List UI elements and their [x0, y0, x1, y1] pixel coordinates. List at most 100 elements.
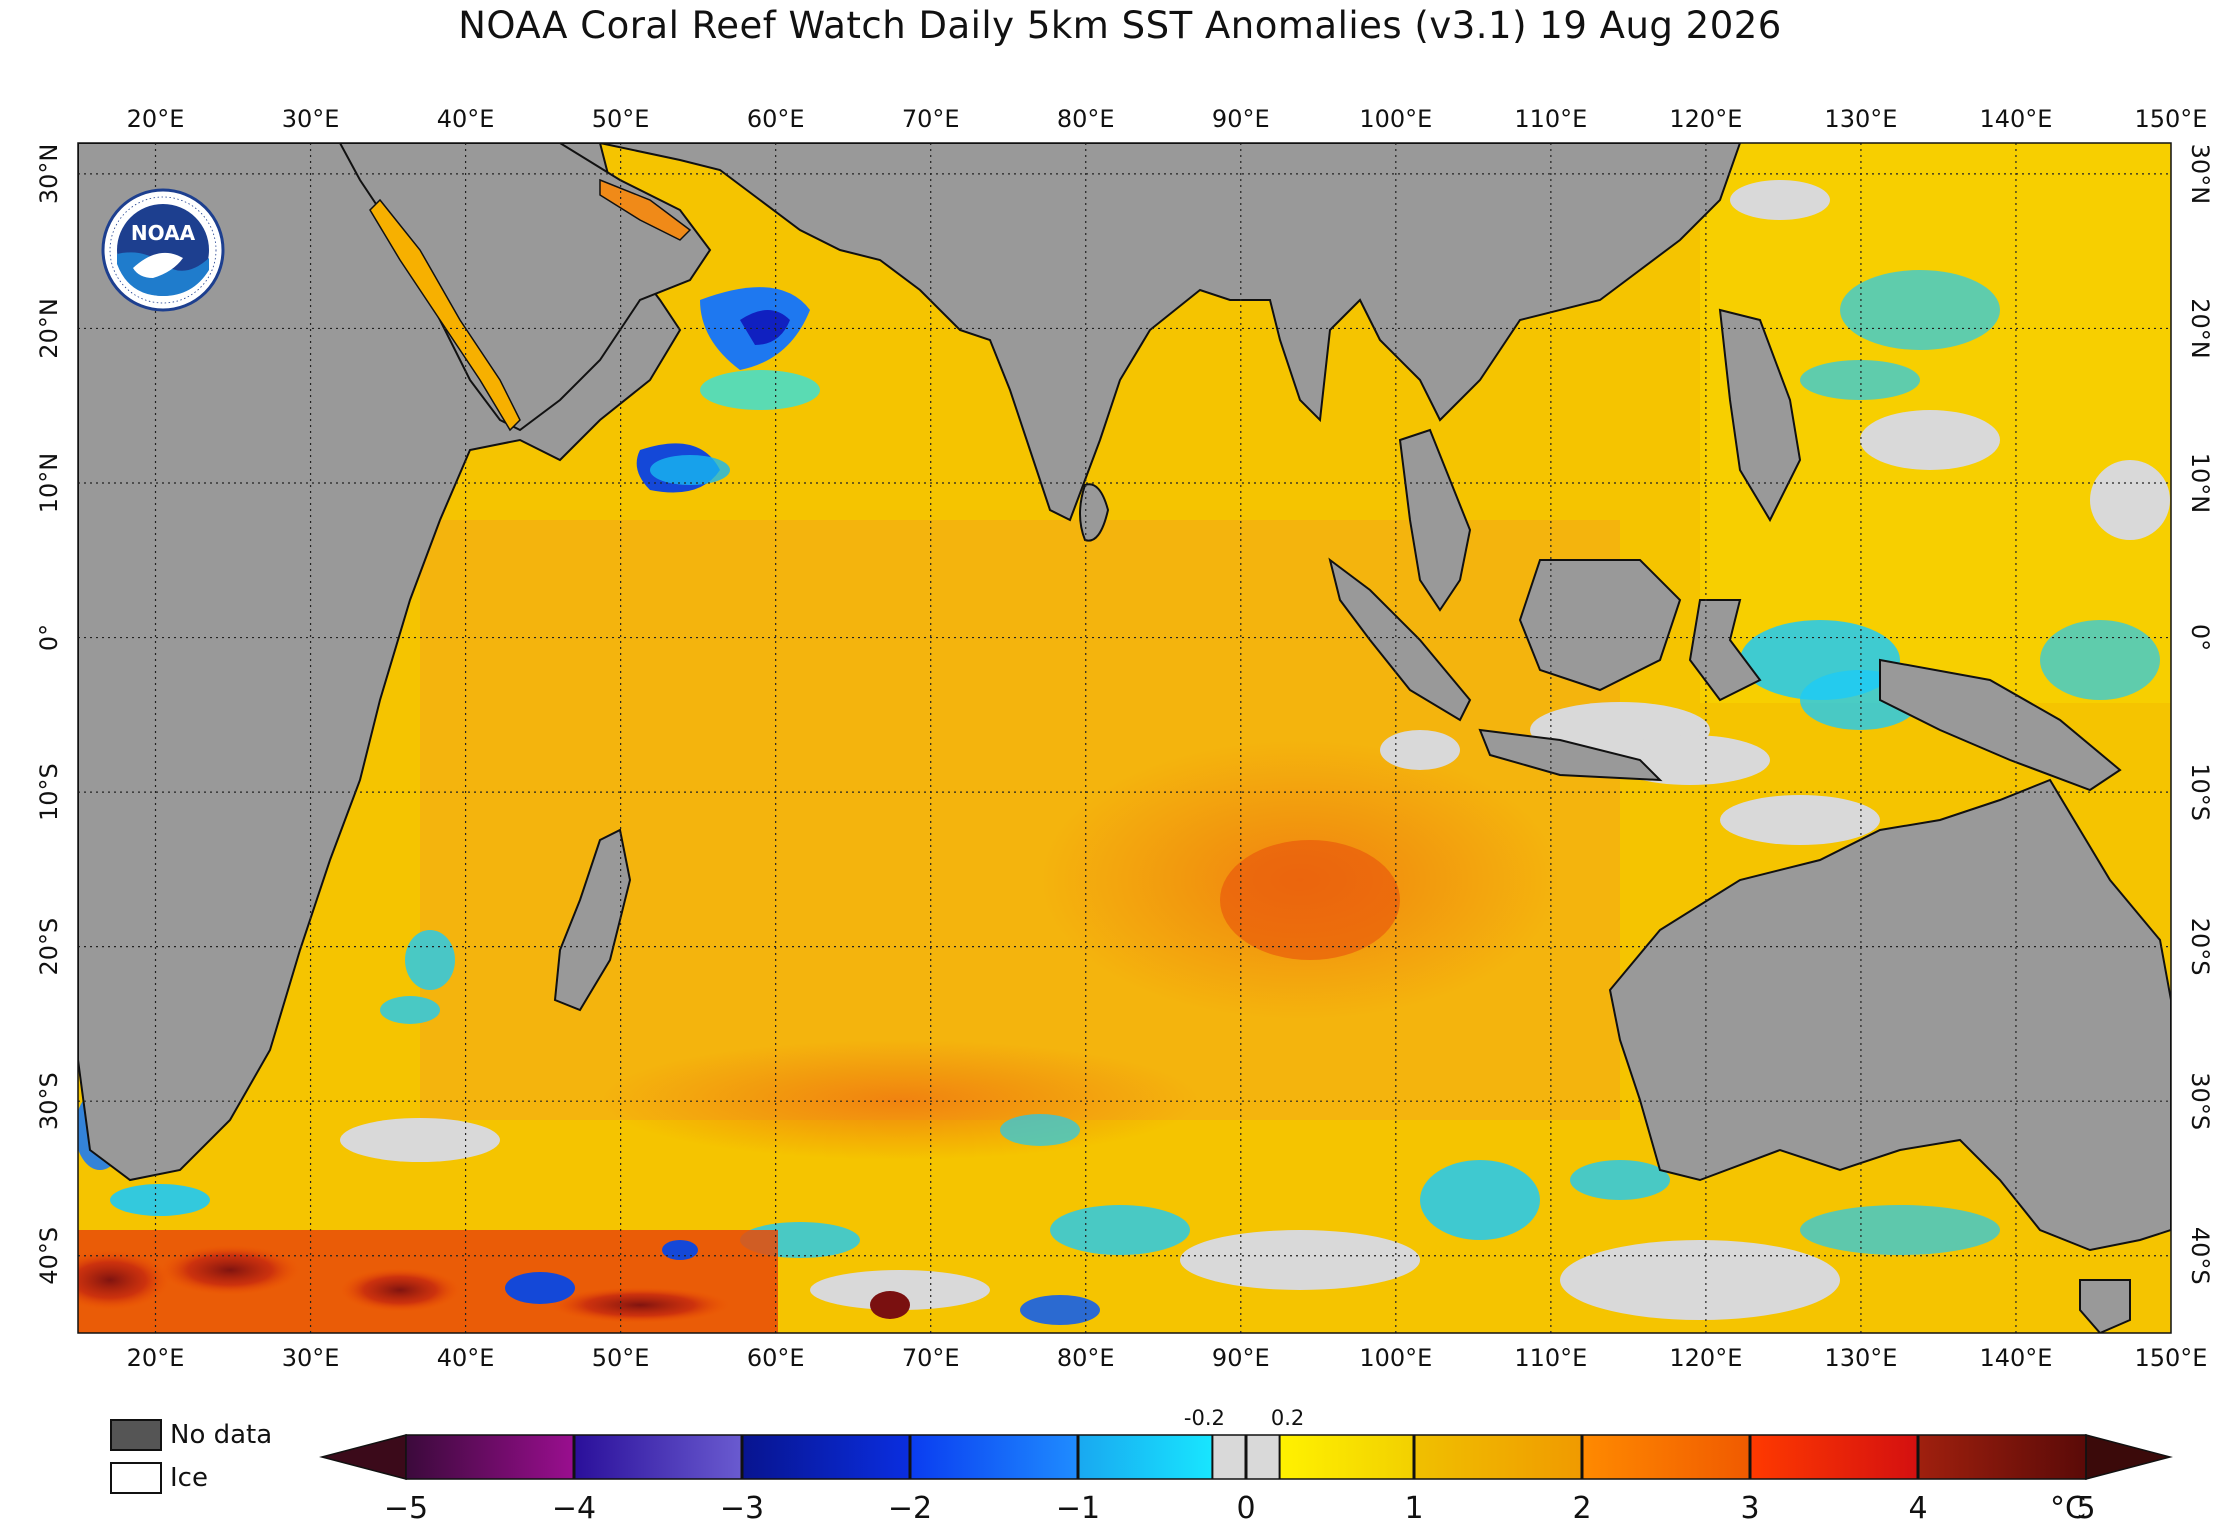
lat-label-right: 10°N	[2186, 453, 2214, 514]
lon-label-top: 90°E	[1212, 105, 1270, 133]
colorbar-tick-label: 0	[1236, 1491, 1255, 1526]
colorbar-high-extend	[2085, 1434, 2173, 1480]
lon-label-top: 120°E	[1669, 105, 1742, 133]
lat-label-right: 20°N	[2186, 298, 2214, 359]
colorbar-tick-label: 2	[1572, 1491, 1591, 1526]
colorbar-tick-label: −4	[552, 1491, 596, 1526]
colorbar-segment	[406, 1435, 574, 1479]
colorbar-tick-label: −5	[384, 1491, 428, 1526]
lon-labels-top: 20°E 30°E 40°E 50°E 60°E 70°E 80°E 90°E 100°E 110…	[127, 105, 2208, 133]
graticule	[78, 143, 2171, 1333]
no-data-swatch	[110, 1419, 162, 1451]
lat-label-left: 10°S	[35, 763, 63, 821]
colorbar: −5 −4 −3 −2 −1 0 1 2 3 4 5 -0.2 0.2 °C	[319, 1406, 2173, 1526]
lon-label-top: 80°E	[1057, 105, 1115, 133]
lon-label-bottom: 60°E	[747, 1344, 805, 1372]
colorbar-segment	[1414, 1435, 1582, 1479]
lon-label-bottom: 130°E	[1824, 1344, 1897, 1372]
australia	[1608, 778, 2171, 1252]
colorbar-small-label: -0.2	[1184, 1406, 1225, 1430]
colorbar-tick-label: −2	[888, 1491, 932, 1526]
colorbar-segments	[406, 1435, 2086, 1479]
lon-label-top: 30°E	[282, 105, 340, 133]
lat-label-right: 30°N	[2186, 144, 2214, 205]
lat-label-left: 10°N	[35, 453, 63, 514]
tasmania	[2079, 1279, 2131, 1333]
colorbar-tick-label: −1	[1056, 1491, 1100, 1526]
colorbar-tick-label: 3	[1740, 1491, 1759, 1526]
map-frame	[77, 142, 2172, 1334]
sri-lanka	[1079, 483, 1110, 542]
lat-label-left: 30°S	[35, 1072, 63, 1130]
lon-label-top: 140°E	[1979, 105, 2052, 133]
lat-label-left: 30°N	[35, 144, 63, 205]
colorbar-segment	[1582, 1435, 1750, 1479]
new-guinea	[1879, 658, 2122, 792]
map-title: NOAA Coral Reef Watch Daily 5km SST Anom…	[458, 4, 1782, 47]
agulhas-current-anomalies	[78, 1090, 910, 1333]
lat-label-right: 10°S	[2186, 763, 2214, 821]
colorbar-segment	[1750, 1435, 1918, 1479]
colorbar-tick-label: 5	[2076, 1491, 2095, 1526]
lon-label-bottom: 30°E	[282, 1344, 340, 1372]
map-panel	[78, 143, 2171, 1333]
colorbar-segment	[1918, 1435, 2086, 1479]
indochina-malay	[1398, 428, 1472, 612]
hot-anomaly-region	[1220, 840, 1400, 960]
lat-label-left: 20°S	[35, 918, 63, 976]
lon-label-bottom: 90°E	[1212, 1344, 1270, 1372]
lon-label-top: 70°E	[902, 105, 960, 133]
lon-label-top: 130°E	[1824, 105, 1897, 133]
madagascar	[553, 828, 632, 1012]
lon-label-bottom: 40°E	[437, 1344, 495, 1372]
colorbar-small-label: 0.2	[1271, 1406, 1304, 1430]
lat-label-right: 30°S	[2186, 1072, 2214, 1130]
lon-label-top: 50°E	[592, 105, 650, 133]
colorbar-segment	[1279, 1435, 1414, 1479]
ice-label: Ice	[170, 1463, 208, 1493]
sulawesi	[1688, 599, 1762, 702]
colorbar-low-extend	[319, 1434, 407, 1480]
southern-ocean-patches	[340, 930, 2000, 1325]
colorbar-ticks: −5 −4 −3 −2 −1 0 1 2 3 4 5 -0.2 0.2	[384, 1406, 2096, 1526]
lat-labels-left: 30°N 20°N 10°N 0° 10°S 20°S 30°S 40°S	[35, 144, 63, 1285]
somali-upwelling	[636, 287, 820, 493]
land-masses	[78, 143, 2171, 1333]
legend: No data Ice	[110, 1419, 272, 1494]
lat-label-left: 40°S	[35, 1227, 63, 1285]
colorbar-segment	[910, 1435, 1078, 1479]
no-data-label: No data	[170, 1420, 272, 1450]
colorbar-segment	[742, 1435, 910, 1479]
lon-label-bottom: 120°E	[1669, 1344, 1742, 1372]
lon-label-bottom: 150°E	[2135, 1344, 2208, 1372]
ice-swatch	[110, 1462, 162, 1494]
lat-label-right: 0°	[2186, 624, 2214, 651]
philippines	[1718, 308, 1802, 523]
asia-india	[599, 143, 1742, 522]
lon-label-bottom: 70°E	[902, 1344, 960, 1372]
java	[1478, 728, 1663, 782]
colorbar-segment	[1078, 1435, 1213, 1479]
lon-label-top: 100°E	[1359, 105, 1432, 133]
lat-label-left: 0°	[35, 624, 63, 651]
colorbar-tick-label: 1	[1404, 1491, 1423, 1526]
lon-label-bottom: 140°E	[1979, 1344, 2052, 1372]
lat-labels-right: 30°N 20°N 10°N 0° 10°S 20°S 30°S 40°S	[2186, 144, 2214, 1285]
lon-label-top: 40°E	[437, 105, 495, 133]
lon-label-bottom: 80°E	[1057, 1344, 1115, 1372]
lat-label-right: 20°S	[2186, 918, 2214, 976]
colorbar-tick-label: 4	[1908, 1491, 1927, 1526]
sumatra	[1328, 557, 1472, 722]
lon-labels-bottom: 20°E 30°E 40°E 50°E 60°E 70°E 80°E 90°E 100°E 110…	[127, 1344, 2208, 1372]
lon-label-top: 60°E	[747, 105, 805, 133]
lat-label-left: 20°N	[35, 298, 63, 359]
noaa-logo-text: NOAA	[131, 221, 196, 245]
lon-label-top: 110°E	[1514, 105, 1587, 133]
warm-anomaly-region-south	[600, 1040, 1200, 1160]
colorbar-unit: °C	[2050, 1491, 2086, 1526]
red-sea	[369, 178, 692, 432]
lat-label-right: 40°S	[2186, 1227, 2214, 1285]
lon-label-bottom: 20°E	[127, 1344, 185, 1372]
lon-label-top: 150°E	[2135, 105, 2208, 133]
